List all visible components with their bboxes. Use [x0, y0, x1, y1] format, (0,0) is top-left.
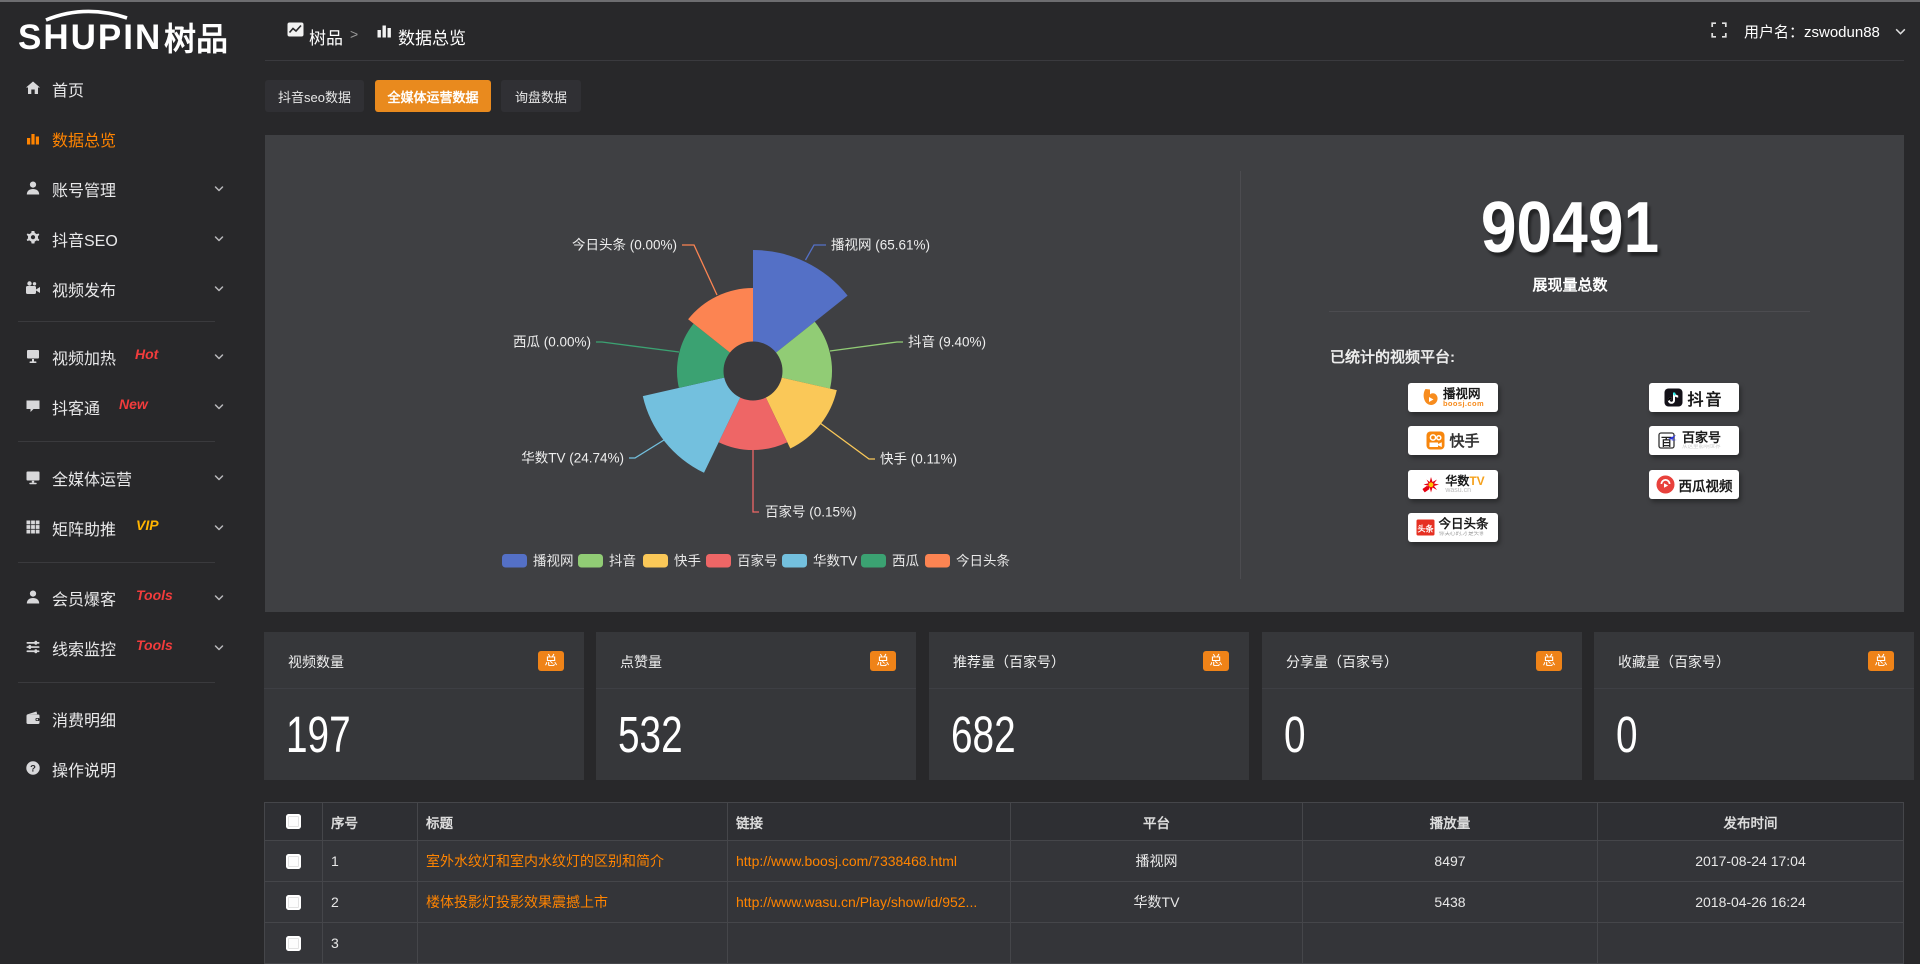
svg-text:抖音 (9.40%): 抖音 (9.40%) — [908, 334, 986, 350]
svg-text:今日头条 (0.00%): 今日头条 (0.00%) — [572, 237, 677, 253]
svg-text:华数TV (24.74%): 华数TV (24.74%) — [521, 451, 624, 466]
svg-text:快手 (0.11%): 快手 (0.11%) — [880, 452, 957, 467]
svg-text:百家号: 百家号 — [737, 553, 778, 569]
svg-text:百家号 (0.15%): 百家号 (0.15%) — [765, 504, 857, 520]
svg-text:SHUPIN: SHUPIN — [18, 18, 162, 54]
svg-text:快手: 快手 — [674, 554, 701, 569]
svg-text:树品: 树品 — [164, 21, 228, 54]
svg-text:?: ? — [30, 763, 36, 774]
svg-text:播视网 (65.61%): 播视网 (65.61%) — [831, 238, 930, 253]
svg-text:头条: 头条 — [1417, 523, 1434, 533]
svg-text:西瓜: 西瓜 — [892, 554, 920, 569]
svg-text:西瓜 (0.00%): 西瓜 (0.00%) — [513, 335, 591, 350]
svg-text:百: 百 — [1661, 435, 1672, 448]
svg-text:今日头条: 今日头条 — [956, 553, 1010, 569]
svg-text:抖音: 抖音 — [609, 553, 636, 569]
svg-text:播视网: 播视网 — [533, 554, 574, 569]
svg-text:华数TV: 华数TV — [813, 554, 857, 569]
